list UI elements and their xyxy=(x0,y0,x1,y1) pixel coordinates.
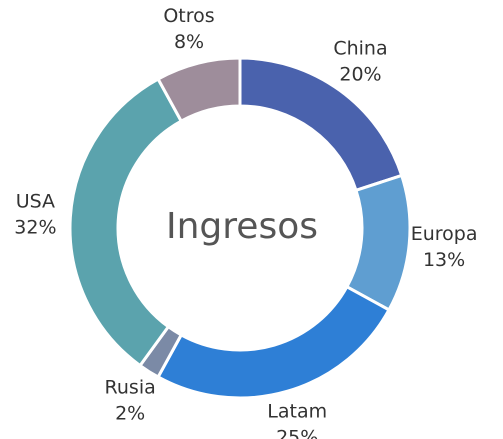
slice-label: Otros xyxy=(163,5,214,27)
slice-value-label: 8% xyxy=(174,31,204,53)
slice-value-label: 25% xyxy=(276,426,318,439)
slice-value-label: 2% xyxy=(115,403,145,425)
slice-value-label: 13% xyxy=(423,249,465,271)
slice-label: Rusia xyxy=(105,377,156,399)
slice-label: USA xyxy=(16,191,55,213)
slice-label: Europa xyxy=(411,223,478,245)
donut-slice xyxy=(156,56,242,124)
center-title: Ingresos xyxy=(166,206,318,247)
donut-slice xyxy=(344,173,412,312)
slice-label: China xyxy=(333,38,387,60)
slice-value-label: 32% xyxy=(14,217,56,239)
slice-label: Latam xyxy=(267,400,327,422)
donut-slice xyxy=(68,76,184,368)
slice-value-label: 20% xyxy=(339,64,381,86)
donut-slice xyxy=(156,284,392,400)
